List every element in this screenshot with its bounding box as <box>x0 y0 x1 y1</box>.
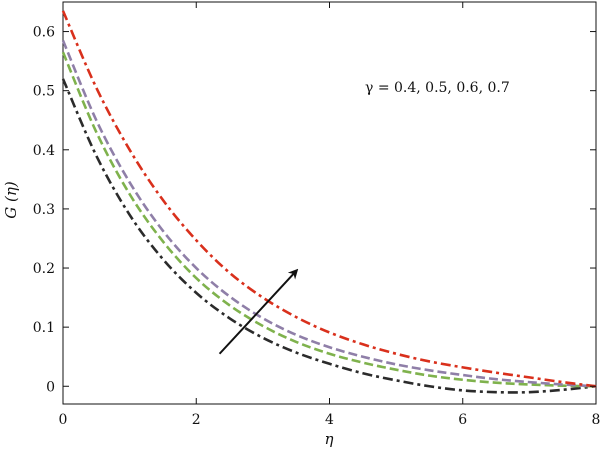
y-tick-label: 0.1 <box>33 320 55 336</box>
trend-arrow <box>218 268 299 355</box>
series-line-4 <box>61 10 597 388</box>
x-tick-label: 0 <box>59 412 68 428</box>
y-tick-label: 0.5 <box>33 84 55 100</box>
plot-frame <box>62 1 597 405</box>
y-tick-label: 0.2 <box>33 261 55 277</box>
x-tick-label: 2 <box>192 412 201 428</box>
series-line-1 <box>61 78 597 394</box>
x-tick-label: 6 <box>458 412 467 428</box>
y-tick-label: 0.3 <box>33 202 55 218</box>
series-line-3 <box>61 39 597 388</box>
y-tick-label: 0.4 <box>33 143 55 159</box>
x-tick-label: 4 <box>325 412 334 428</box>
parameter-annotation: γ = 0.4, 0.5, 0.6, 0.7 <box>365 80 510 96</box>
ticks-layer: 0 2 4 6 8 0 0.1 0.2 0.3 0.4 0.5 0.6 <box>33 2 600 428</box>
series-line-2 <box>61 51 597 388</box>
y-tick-label: 0.6 <box>33 25 55 41</box>
x-tick-label: 8 <box>592 412 600 428</box>
y-axis-label: G (η) <box>2 181 20 219</box>
series-layer <box>61 10 597 394</box>
y-tick-label: 0 <box>46 379 55 395</box>
x-axis-label: η <box>325 430 334 448</box>
